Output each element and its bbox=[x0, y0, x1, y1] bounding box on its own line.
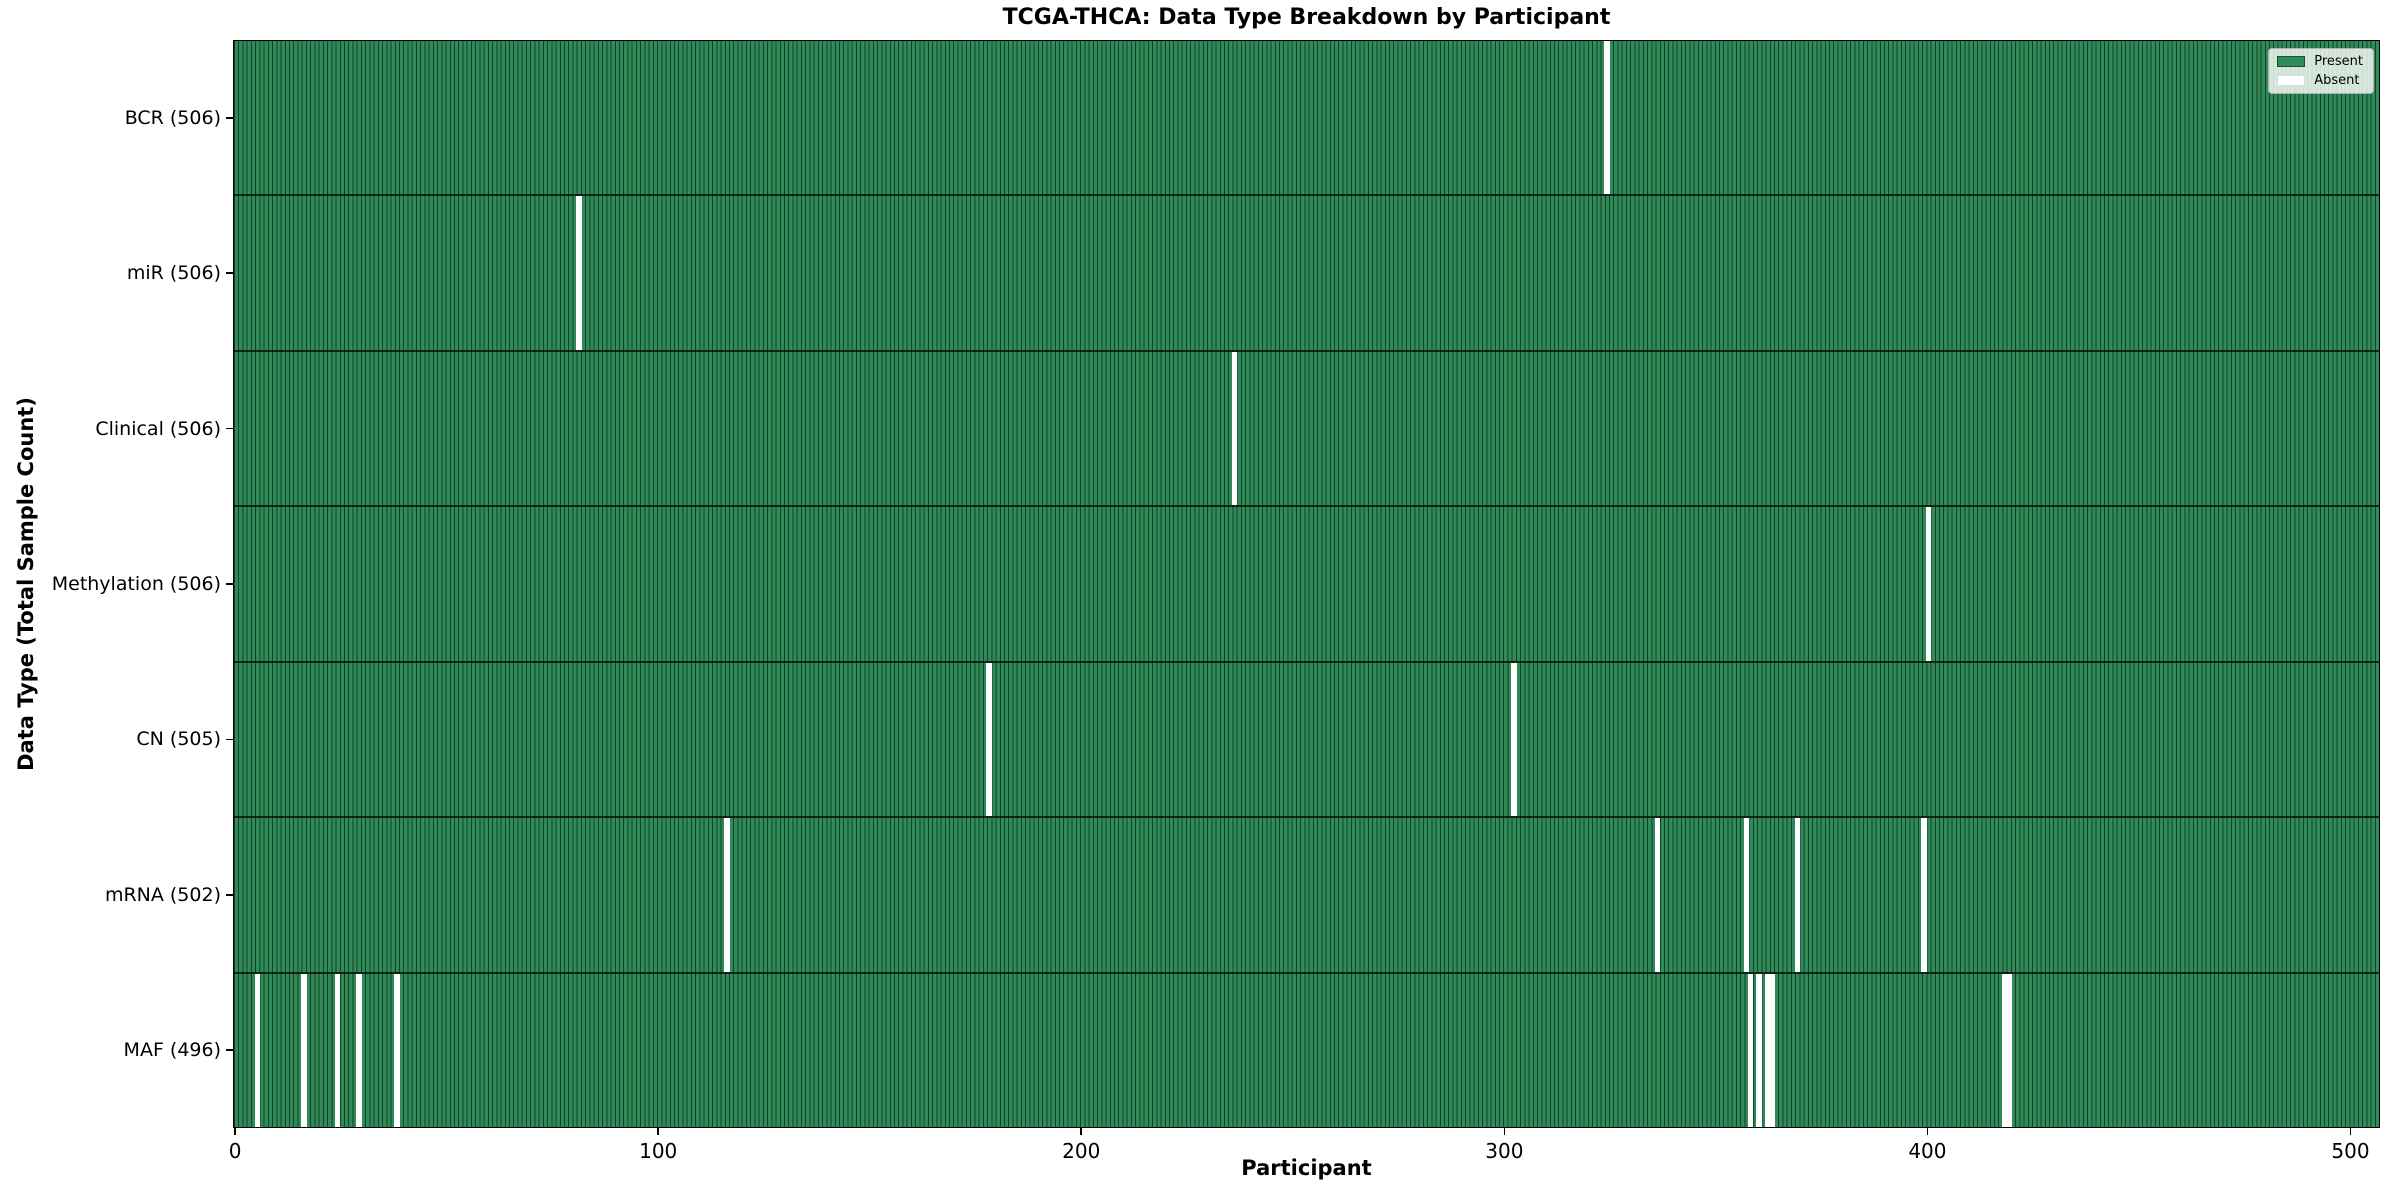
chart-title: TCGA-THCA: Data Type Breakdown by Partic… bbox=[1002, 5, 1611, 30]
absent-cell bbox=[1654, 818, 1661, 972]
absent-cell bbox=[2006, 973, 2012, 1127]
legend-entry-present: Present bbox=[2277, 55, 2363, 68]
x-tick-mark bbox=[1503, 1128, 1506, 1135]
absent-cell bbox=[301, 973, 307, 1127]
y-tick-label-maf: MAF (496) bbox=[123, 1039, 221, 1062]
y-tick-label-clinical: Clinical (506) bbox=[95, 417, 221, 440]
y-tick-mark bbox=[226, 738, 233, 741]
x-tick-label: 200 bbox=[1062, 1139, 1101, 1163]
heatmap-row-bcr bbox=[234, 41, 2379, 195]
y-tick-label-bcr: BCR (506) bbox=[124, 106, 221, 129]
x-tick-label: 400 bbox=[1908, 1139, 1947, 1163]
y-tick-mark bbox=[226, 583, 233, 585]
x-tick-mark bbox=[234, 1128, 236, 1135]
legend-absent-label: Absent bbox=[2314, 73, 2360, 88]
y-tick-label-mir: miR (506) bbox=[126, 262, 221, 285]
y-tick-label-mrna: mRNA (502) bbox=[104, 883, 221, 906]
legend-entry-absent: Absent bbox=[2277, 74, 2363, 87]
absent-cell bbox=[1743, 818, 1750, 972]
heatmap-row-maf bbox=[234, 971, 2379, 1127]
absent-cell bbox=[1756, 973, 1762, 1127]
y-tick-mark bbox=[226, 427, 233, 430]
absent-cell bbox=[334, 973, 341, 1127]
y-tick-label-methylation: Methylation (506) bbox=[51, 573, 221, 595]
legend-present-swatch-icon bbox=[2277, 56, 2306, 67]
absent-cell bbox=[986, 662, 992, 817]
absent-cell bbox=[254, 973, 260, 1127]
absent-cell bbox=[1231, 351, 1238, 506]
x-tick-label: 0 bbox=[228, 1139, 242, 1163]
heatmap-row-clinical bbox=[234, 349, 2379, 506]
absent-cell bbox=[1764, 973, 1771, 1127]
absent-cell bbox=[1921, 818, 1927, 972]
absent-cell bbox=[1794, 818, 1800, 972]
legend: Present Absent bbox=[2268, 48, 2374, 94]
heatmap-row-mir bbox=[234, 194, 2379, 350]
y-tick-marks bbox=[226, 40, 233, 1128]
y-tick-mark bbox=[226, 1049, 233, 1052]
absent-cell bbox=[1604, 41, 1610, 195]
x-tick-label: 300 bbox=[1485, 1139, 1524, 1163]
absent-cell bbox=[1511, 662, 1517, 817]
x-tick-mark bbox=[657, 1128, 659, 1135]
absent-cell bbox=[1748, 973, 1754, 1127]
absent-cell bbox=[2001, 973, 2008, 1127]
legend-absent-swatch-icon bbox=[2277, 75, 2306, 86]
absent-cell bbox=[394, 973, 400, 1127]
plot-area: Present Absent bbox=[233, 40, 2380, 1128]
x-tick-label: 100 bbox=[639, 1139, 678, 1163]
y-tick-labels: BCR (506) miR (506) Clinical (506) Methylat… bbox=[0, 40, 221, 1128]
absent-cell bbox=[356, 973, 362, 1127]
heatmap-row-methylation bbox=[234, 505, 2379, 661]
heatmap-row-mrna bbox=[234, 816, 2379, 972]
absent-cell bbox=[1925, 507, 1932, 661]
y-tick-mark bbox=[226, 894, 233, 896]
y-tick-mark bbox=[226, 116, 233, 119]
x-tick-label: 500 bbox=[2331, 1139, 2370, 1163]
x-tick-mark bbox=[2349, 1128, 2352, 1135]
absent-cell bbox=[576, 196, 582, 350]
x-axis-label: Participant bbox=[1241, 1156, 1372, 1180]
heatmap-row-cn bbox=[234, 660, 2379, 817]
absent-cell bbox=[1769, 973, 1775, 1127]
x-tick-mark bbox=[1926, 1128, 1929, 1135]
legend-present-label: Present bbox=[2314, 54, 2363, 69]
absent-cell bbox=[724, 818, 730, 972]
y-tick-label-cn: CN (505) bbox=[136, 728, 221, 751]
y-tick-mark bbox=[226, 272, 233, 274]
x-axis: 0 100 200 300 400 500 bbox=[229, 1128, 2380, 1188]
x-tick-mark bbox=[1080, 1128, 1083, 1135]
